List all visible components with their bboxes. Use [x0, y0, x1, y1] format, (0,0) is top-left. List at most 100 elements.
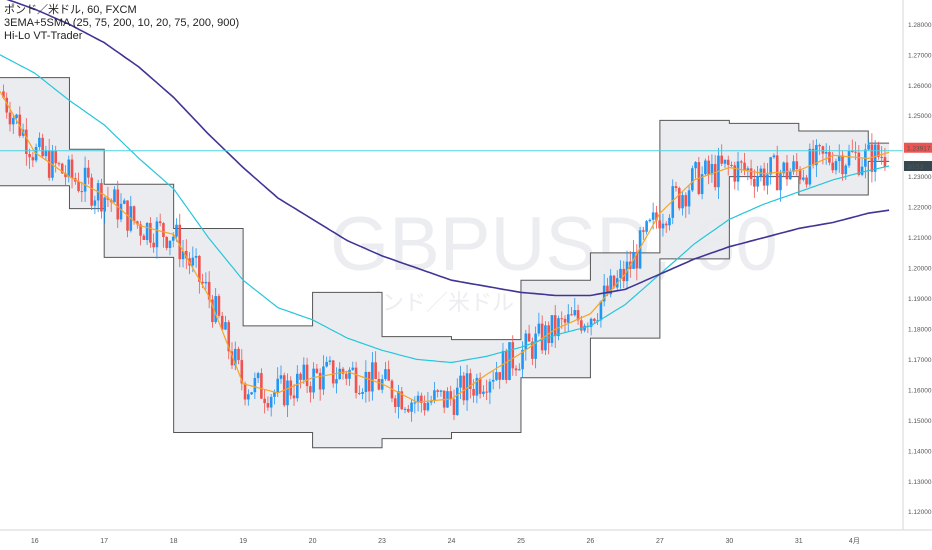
candle-body: [759, 168, 763, 177]
candle-body: [498, 372, 502, 380]
candle-body: [655, 212, 658, 221]
candle-body: [384, 369, 387, 380]
hilo-lower: [0, 160, 890, 449]
candle-body: [658, 220, 661, 229]
line-ema25: [0, 91, 890, 403]
candle-body: [214, 296, 217, 323]
candle-body: [152, 242, 155, 248]
candle-body: [570, 314, 573, 316]
candle-body: [286, 380, 289, 406]
candle-body: [122, 200, 126, 204]
candle-body: [273, 392, 276, 397]
candle-body: [44, 150, 48, 157]
candle-body: [867, 144, 870, 150]
candle-body: [426, 402, 430, 411]
candle-body: [870, 144, 874, 172]
time-tick-label: 16: [31, 538, 39, 545]
candle-body: [217, 296, 221, 316]
candle-body: [661, 223, 665, 229]
current-price-label: 1.23917: [907, 146, 931, 153]
candle-body: [60, 163, 64, 174]
price-tick-label: 1.21000: [908, 235, 932, 242]
candle-body: [358, 392, 361, 394]
candle-body: [25, 129, 28, 155]
symbol-title[interactable]: ポンド／米ドル, 60, FXCM: [4, 4, 137, 16]
candle-body: [749, 168, 753, 179]
candle-body: [250, 392, 253, 395]
candle-body: [142, 235, 146, 240]
candle-body: [116, 189, 120, 220]
candle-body: [341, 368, 345, 374]
chart-legend: ポンド／米ドル, 60, FXCM 3EMA+5SMA (25, 75, 200…: [4, 4, 239, 43]
time-axis[interactable]: 16 17 18 19 20 23 24 25 26 27 30 31 4月: [0, 529, 932, 545]
hilo-band: [0, 77, 890, 448]
candle-body: [576, 310, 580, 321]
price-tick-label: 1.19000: [908, 296, 932, 303]
price-tick-label: 1.23000: [908, 174, 932, 181]
candle-body: [178, 224, 182, 260]
candle-body: [211, 299, 214, 323]
candle-body: [309, 386, 312, 393]
time-tick-label: 25: [517, 538, 525, 545]
candle-body: [514, 368, 518, 371]
candle-body: [821, 146, 825, 154]
candle-body: [139, 224, 142, 236]
candle-body: [798, 169, 802, 180]
indicator-hilo-label[interactable]: Hi-Lo VT-Trader: [4, 30, 83, 42]
candle-body: [279, 375, 283, 379]
price-tick-label: 1.26000: [908, 83, 932, 90]
candle-body: [361, 392, 364, 394]
candle-body: [739, 161, 743, 163]
candle-body: [403, 408, 407, 410]
candle-body: [230, 351, 234, 366]
candle-body: [364, 371, 368, 393]
candle-body: [276, 378, 280, 393]
candle-body: [269, 396, 273, 408]
candle-body: [550, 315, 554, 344]
time-tick-label: 19: [239, 538, 247, 545]
candle-body: [707, 160, 710, 175]
candle-body: [331, 360, 335, 384]
candle-body: [67, 159, 71, 178]
price-axis[interactable]: 1.280001.270001.260001.250001.240001.230…: [902, 0, 932, 530]
candle-body: [805, 177, 808, 185]
price-tick-label: 1.18000: [908, 326, 932, 333]
candle-body: [100, 183, 103, 212]
candle-body: [344, 373, 348, 379]
candle-body: [746, 168, 750, 171]
candle-body: [8, 112, 12, 125]
candle-body: [171, 236, 175, 241]
candle-body: [371, 362, 374, 392]
price-tags: 1.23917 30:53: [904, 142, 932, 172]
candle-body: [455, 387, 459, 415]
candle-body: [15, 114, 18, 118]
watermark-subtitle: ポンド／米ドル: [360, 290, 514, 315]
candle-body: [220, 315, 224, 330]
countdown-tag: [904, 161, 932, 172]
candle-body: [240, 360, 244, 384]
candle-body: [462, 375, 466, 401]
candle-body: [808, 148, 812, 185]
candle-body: [517, 369, 521, 371]
candle-body: [482, 391, 485, 394]
indicator-ema-sma-label[interactable]: 3EMA+5SMA (25, 75, 200, 10, 20, 75, 200,…: [4, 17, 240, 29]
candle-body: [854, 151, 857, 153]
candle-body: [194, 255, 198, 258]
candle-body: [295, 373, 299, 399]
candle-body: [155, 221, 159, 248]
candle-body: [766, 174, 769, 186]
candle-body: [612, 275, 616, 288]
candle-body: [488, 381, 492, 393]
price-tick-label: 1.22000: [908, 205, 932, 212]
candle-body: [452, 399, 456, 415]
candle-body: [90, 177, 93, 206]
candle-body: [318, 372, 322, 390]
candle-body: [788, 171, 792, 180]
candle-body: [439, 390, 443, 392]
candle-body: [531, 341, 534, 359]
candle-body: [573, 310, 577, 316]
candle-body: [648, 219, 652, 222]
candle-body: [374, 362, 377, 379]
candle-body: [315, 368, 319, 373]
